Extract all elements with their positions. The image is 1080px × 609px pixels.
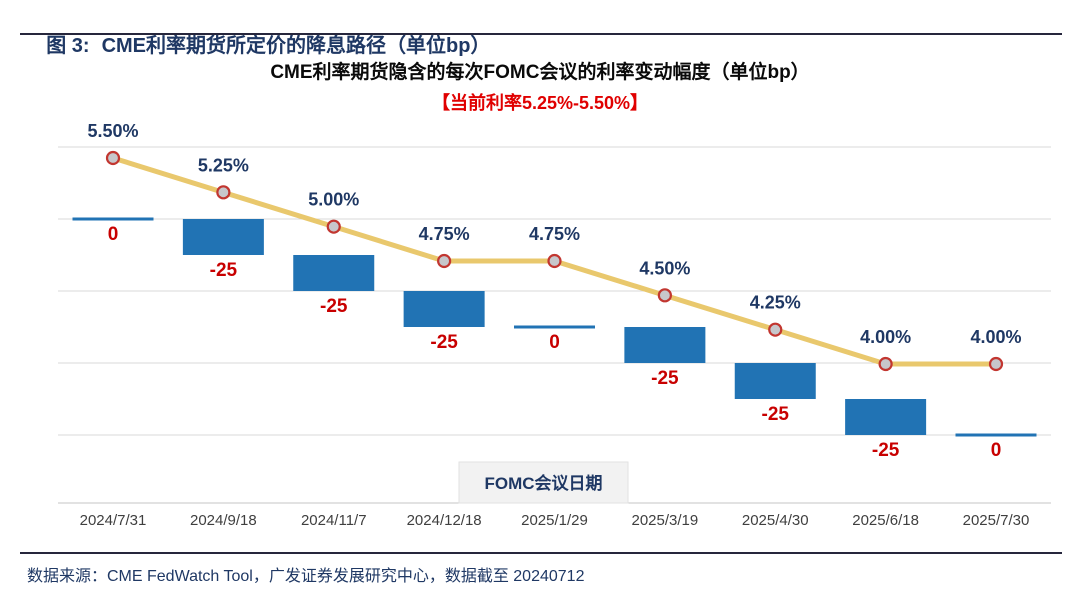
waterfall-bar (845, 399, 927, 435)
waterfall-bar (734, 363, 816, 399)
x-tick-label: 2025/1/29 (521, 512, 588, 529)
waterfall-bar (403, 291, 485, 327)
x-tick-label: 2024/9/18 (190, 512, 257, 529)
bar-change-label: -25 (872, 440, 900, 461)
rate-level-label: 4.00% (860, 327, 911, 347)
x-tick-label: 2025/3/19 (632, 512, 699, 529)
header-rule (20, 33, 1062, 35)
rate-level-label: 4.50% (639, 258, 690, 278)
x-tick-label: 2025/7/30 (963, 512, 1030, 529)
x-tick-label: 2025/6/18 (852, 512, 919, 529)
data-point-marker (878, 356, 893, 372)
x-tick-label: 2024/7/31 (80, 512, 147, 529)
bar-change-label: -25 (430, 332, 458, 353)
bar-change-label: -25 (210, 260, 238, 281)
figure-label: 图 3: (46, 35, 90, 57)
rate-level-label: 4.00% (970, 327, 1021, 347)
rate-level-label: 4.25% (750, 293, 801, 313)
bar-change-label: 0 (108, 224, 119, 245)
rate-level-label: 5.25% (198, 155, 249, 175)
bar-change-label: 0 (991, 440, 1002, 461)
figure-header: 图 3: CME利率期货所定价的降息路径（单位bp） (24, 6, 490, 81)
rate-level-label: 5.00% (308, 190, 359, 210)
data-point-marker (988, 356, 1004, 372)
waterfall-bar-zero (72, 217, 154, 221)
data-point-marker (768, 322, 783, 337)
x-tick-label: 2024/11/7 (301, 512, 367, 529)
current-rate-note: 【当前利率5.25%-5.50%】 (431, 93, 649, 113)
waterfall-bar (293, 255, 375, 291)
x-axis-title: FOMC会议日期 (484, 473, 602, 493)
waterfall-bar-zero (955, 433, 1037, 437)
data-point-marker (105, 150, 121, 166)
x-tick-label: 2025/4/30 (742, 512, 809, 529)
data-point-marker (547, 253, 562, 269)
data-point-marker (437, 253, 452, 269)
bar-change-label: -25 (762, 404, 790, 425)
data-point-marker (326, 219, 341, 234)
rate-level-label: 5.50% (87, 121, 138, 141)
waterfall-bar-zero (514, 325, 595, 329)
bar-change-label: -25 (651, 368, 679, 389)
data-point-marker (216, 185, 231, 200)
rate-level-label: 4.75% (419, 224, 470, 244)
bar-change-label: 0 (549, 332, 560, 353)
rate-level-label: 4.75% (529, 224, 580, 244)
footer-rule (20, 552, 1062, 554)
x-axis-title-box (458, 461, 629, 504)
waterfall-bar (182, 219, 264, 255)
chart-title: CME利率期货隐含的每次FOMC会议的利率变动幅度（单位bp） (270, 62, 810, 83)
waterfall-bar (624, 327, 706, 363)
data-point-marker (657, 288, 672, 303)
bar-change-label: -25 (320, 296, 348, 317)
data-source: 数据来源：CME FedWatch Tool，广发证券发展研究中心，数据截至 2… (27, 568, 585, 585)
figure-title: CME利率期货所定价的降息路径（单位bp） (101, 35, 491, 57)
x-tick-label: 2024/12/18 (407, 512, 482, 529)
